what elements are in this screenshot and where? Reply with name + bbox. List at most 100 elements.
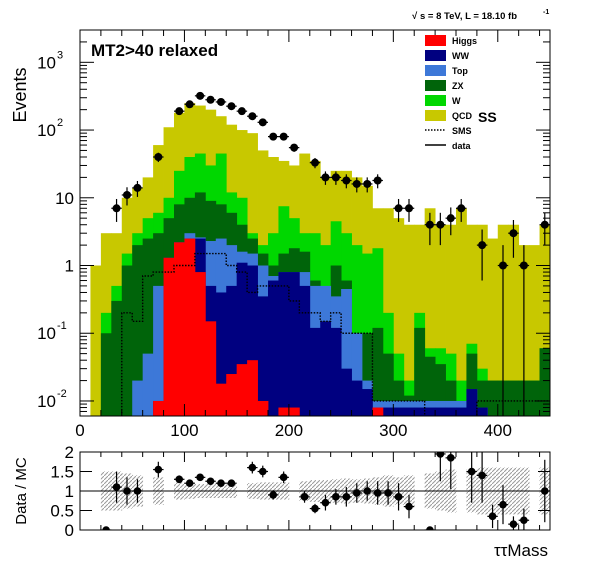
ratio-point-34 [520, 516, 528, 525]
data-point-32 [519, 261, 528, 270]
bar-qcd-360 [456, 208, 467, 416]
bar-top-50 [132, 380, 144, 416]
data-point-10 [237, 107, 246, 116]
bar-top-250 [341, 288, 352, 416]
ratio-point-10 [227, 479, 236, 488]
ratio-axes: 00.511.52 [50, 443, 550, 540]
x-tick-label-1: 100 [170, 421, 198, 440]
bar-ww-270 [362, 389, 373, 416]
ratio-point-33 [509, 520, 518, 528]
bar-ww-300 [393, 407, 405, 416]
bar-zx-380 [476, 380, 488, 416]
ratio-point-5 [175, 475, 184, 484]
bar-ww-320 [414, 407, 426, 416]
data-point-25 [425, 220, 434, 229]
ratio-point-27 [436, 452, 445, 458]
ratio-point-26 [426, 526, 434, 530]
y-tick-label-exp-5: 3 [57, 49, 63, 61]
data-point-3 [154, 153, 163, 162]
bar-ww-150 [236, 262, 248, 416]
ratio-point-16 [311, 504, 319, 513]
y-tick-label-base-1: 10 [37, 324, 56, 343]
bar-w-360 [456, 380, 467, 416]
data-point-4 [175, 107, 184, 116]
data-point-31 [509, 229, 518, 238]
ratio-point-6 [185, 479, 194, 488]
ratio-point-13 [269, 491, 278, 499]
data-point-5 [185, 100, 194, 109]
plot-title: MT2>40 relaxed [91, 41, 218, 60]
data-point-26 [436, 220, 445, 229]
bar-higgs-160 [247, 360, 258, 416]
bar-ww-130 [215, 292, 227, 416]
ratio-point-21 [363, 487, 372, 495]
bar-zx-300 [393, 380, 405, 416]
ratio-point-1 [112, 483, 121, 491]
ratio-point-7 [196, 473, 204, 482]
bar-qcd-440 [539, 224, 550, 416]
sms-series [121, 252, 550, 416]
bar-higgs-100 [184, 238, 196, 416]
ratio-point-9 [217, 479, 225, 488]
bar-zx-410 [508, 380, 520, 416]
bar-higgs-120 [205, 321, 217, 416]
ratio-y-tick-label-3: 1.5 [50, 463, 74, 482]
bar-ww-290 [382, 407, 394, 416]
ratio-point-0 [102, 526, 110, 530]
ratio-point-2 [123, 487, 131, 495]
bar-top-70 [153, 285, 164, 416]
ratio-point-30 [478, 471, 486, 480]
legend-swatch-w [425, 95, 446, 106]
bar-zx-340 [435, 364, 446, 416]
ratio-point-22 [373, 489, 382, 497]
bar-zx-20 [100, 333, 112, 416]
bar-ww-220 [309, 327, 321, 416]
x-tick-label-0: 0 [75, 421, 84, 440]
ratio-point-29 [467, 467, 476, 476]
ratio-point-32 [499, 500, 507, 509]
bar-qcd-310 [403, 224, 415, 416]
bar-higgs-200 [288, 407, 300, 416]
bar-qcd-350 [445, 224, 457, 416]
bar-qcd-410 [508, 224, 520, 416]
bar-higgs-70 [153, 400, 164, 416]
bar-w-260 [351, 245, 363, 416]
y-tick-label-exp-4: 2 [57, 117, 63, 129]
data-point-1 [123, 190, 131, 199]
ratio-point-19 [342, 493, 351, 501]
bar-zx-390 [487, 380, 499, 416]
ratio-y-tick-label-4: 2 [65, 443, 74, 462]
bar-top-260 [351, 333, 363, 416]
ratio-point-15 [300, 493, 309, 501]
ratio-point-4 [154, 465, 163, 474]
bar-zx-330 [424, 356, 436, 416]
bar-higgs-90 [174, 242, 185, 416]
bar-zx-440 [539, 348, 550, 416]
ratio-point-14 [279, 473, 288, 482]
ratio-y-axis-label: Data / MC [13, 457, 30, 525]
bar-ww-190 [278, 272, 290, 416]
bar-qcd-370 [466, 224, 478, 416]
bar-ww-250 [341, 368, 352, 416]
header-lumi-exponent: -1 [543, 9, 549, 16]
ratio-point-18 [332, 493, 340, 501]
data-point-18 [331, 173, 340, 182]
data-point-30 [499, 261, 507, 270]
y-axis-label: Events [10, 67, 30, 122]
ratio-point-28 [446, 454, 455, 462]
legend-label-ww: WW [452, 51, 469, 61]
ratio-y-tick-label-2: 1 [65, 482, 74, 501]
y-tick-label-exp-1: -1 [57, 320, 67, 332]
ratio-point-12 [258, 467, 267, 476]
bar-qcd-330 [424, 208, 436, 416]
data-point-2 [133, 183, 142, 192]
bar-ww-240 [330, 327, 342, 416]
bar-qcd-380 [476, 224, 488, 416]
bar-ww-260 [351, 380, 363, 416]
x-tick-label-2: 200 [275, 421, 303, 440]
bar-zx-350 [445, 380, 457, 416]
bar-qcd-340 [435, 224, 446, 416]
bar-ww-160 [247, 265, 258, 416]
